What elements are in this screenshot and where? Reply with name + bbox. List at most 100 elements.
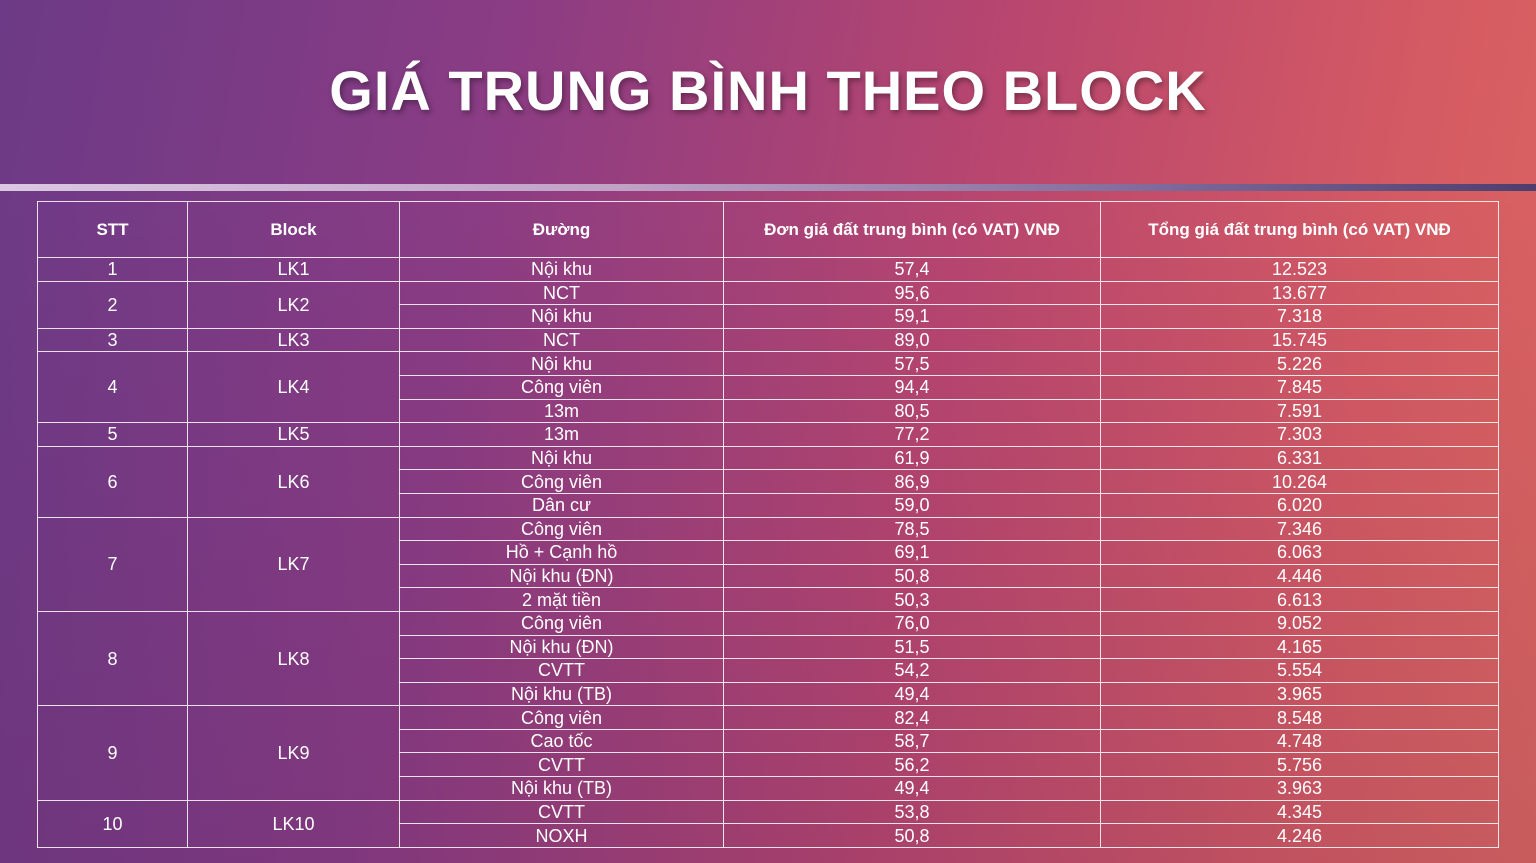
cell-street: 13m xyxy=(399,422,724,447)
cell-street: Nội khu (TB) xyxy=(399,776,724,801)
table-row: 10 LK10 CVTT 53,8 4.345 xyxy=(37,799,1499,848)
table-row: 9 LK9 Công viên 82,4 8.548 xyxy=(37,705,1499,801)
table-body: 1 LK1 Nội khu 57,4 12.523 2 LK2 NCT 95,6 13.677 Nộ… xyxy=(37,257,1499,848)
cell-street: NCT xyxy=(399,327,724,353)
cell-street: Nội khu xyxy=(399,304,724,329)
cell-unit-price: 94,4 xyxy=(723,374,1101,400)
cell-unit-price: 50,3 xyxy=(723,587,1101,612)
cell-unit-price: 78,5 xyxy=(723,516,1101,542)
table-row: Cao tốc 58,7 4.748 xyxy=(38,728,1499,754)
cell-total-price: 6.020 xyxy=(1100,492,1499,518)
cell-stt: 8 xyxy=(37,610,188,707)
cell-unit-price: 49,4 xyxy=(723,681,1101,707)
cell-total-price: 4.748 xyxy=(1100,728,1499,754)
cell-block: LK6 xyxy=(187,445,400,518)
cell-street: Công viên xyxy=(399,374,724,400)
table-row: Nội khu (ĐN) 50,8 4.446 xyxy=(38,563,1499,589)
cell-unit-price: 76,0 xyxy=(723,610,1101,636)
cell-unit-price: 59,0 xyxy=(723,492,1101,518)
cell-total-price: 3.963 xyxy=(1100,776,1499,801)
cell-street: NCT xyxy=(399,280,724,306)
cell-street: Hồ + Cạnh hồ xyxy=(399,540,724,565)
cell-stt: 3 xyxy=(37,327,188,353)
cell-stt: 2 xyxy=(37,280,188,329)
cell-stt: 9 xyxy=(37,705,188,801)
cell-total-price: 4.345 xyxy=(1100,799,1499,825)
table-row: Công viên 94,4 7.845 xyxy=(38,374,1499,400)
table-row: Hồ + Cạnh hồ 69,1 6.063 xyxy=(38,540,1499,565)
header-block: Block xyxy=(187,201,400,258)
cell-unit-price: 57,4 xyxy=(723,257,1101,282)
cell-total-price: 7.318 xyxy=(1100,304,1499,329)
cell-total-price: 4.246 xyxy=(1100,823,1499,848)
cell-total-price: 12.523 xyxy=(1100,257,1499,282)
cell-unit-price: 86,9 xyxy=(723,469,1101,494)
cell-street: Công viên xyxy=(399,469,724,494)
table-row: Công viên 86,9 10.264 xyxy=(38,469,1499,494)
cell-total-price: 5.226 xyxy=(1100,351,1499,376)
cell-total-price: 4.165 xyxy=(1100,634,1499,660)
cell-total-price: 8.548 xyxy=(1100,705,1499,730)
cell-stt: 5 xyxy=(37,422,188,447)
cell-block: LK10 xyxy=(187,799,400,848)
table-row: Nội khu 59,1 7.318 xyxy=(38,304,1499,329)
cell-street: Nội khu (ĐN) xyxy=(399,563,724,589)
cell-total-price: 15.745 xyxy=(1100,327,1499,353)
cell-unit-price: 59,1 xyxy=(723,304,1101,329)
cell-street: CVTT xyxy=(399,799,724,825)
header-total-price: Tổng giá đất trung bình (có VAT) VNĐ xyxy=(1100,201,1499,258)
cell-stt: 6 xyxy=(37,445,188,518)
cell-total-price: 7.591 xyxy=(1100,398,1499,424)
cell-unit-price: 50,8 xyxy=(723,823,1101,848)
table-row: Nội khu (TB) 49,4 3.963 xyxy=(38,776,1499,801)
cell-total-price: 5.756 xyxy=(1100,752,1499,778)
price-table: STT Block Đường Đơn giá đất trung bình (… xyxy=(37,201,1499,848)
cell-unit-price: 49,4 xyxy=(723,776,1101,801)
cell-unit-price: 89,0 xyxy=(723,327,1101,353)
cell-street: Công viên xyxy=(399,705,724,730)
cell-unit-price: 58,7 xyxy=(723,728,1101,754)
cell-unit-price: 51,5 xyxy=(723,634,1101,660)
cell-block: LK9 xyxy=(187,705,400,801)
cell-street: Nội khu (ĐN) xyxy=(399,634,724,660)
cell-block: LK7 xyxy=(187,516,400,612)
cell-stt: 1 xyxy=(37,257,188,282)
table-row: 2 mặt tiền 50,3 6.613 xyxy=(38,587,1499,612)
cell-street: 2 mặt tiền xyxy=(399,587,724,612)
cell-total-price: 3.965 xyxy=(1100,681,1499,707)
cell-unit-price: 50,8 xyxy=(723,563,1101,589)
table-row: 6 LK6 Nội khu 61,9 6.331 xyxy=(37,445,1499,518)
cell-block: LK2 xyxy=(187,280,400,329)
cell-stt: 10 xyxy=(37,799,188,848)
table-row: 1 LK1 Nội khu 57,4 12.523 xyxy=(37,257,1499,282)
table-row: NOXH 50,8 4.246 xyxy=(38,823,1499,848)
title-divider xyxy=(0,184,1536,191)
cell-total-price: 9.052 xyxy=(1100,610,1499,636)
header-stt: STT xyxy=(37,201,188,258)
cell-street: Công viên xyxy=(399,610,724,636)
cell-total-price: 4.446 xyxy=(1100,563,1499,589)
cell-unit-price: 77,2 xyxy=(723,422,1101,447)
table-row: 3 LK3 NCT 89,0 15.745 xyxy=(37,327,1499,353)
header-unit-price: Đơn giá đất trung bình (có VAT) VNĐ xyxy=(723,201,1101,258)
page-title: GIÁ TRUNG BÌNH THEO BLOCK xyxy=(329,59,1207,122)
cell-block: LK1 xyxy=(187,257,400,282)
cell-stt: 4 xyxy=(37,351,188,424)
cell-block: LK8 xyxy=(187,610,400,707)
cell-unit-price: 82,4 xyxy=(723,705,1101,730)
table-row: 2 LK2 NCT 95,6 13.677 xyxy=(37,280,1499,329)
cell-street: CVTT xyxy=(399,752,724,778)
cell-unit-price: 57,5 xyxy=(723,351,1101,376)
cell-total-price: 6.613 xyxy=(1100,587,1499,612)
cell-street: NOXH xyxy=(399,823,724,848)
cell-total-price: 6.331 xyxy=(1100,445,1499,471)
cell-street: Cao tốc xyxy=(399,728,724,754)
cell-street: CVTT xyxy=(399,658,724,683)
cell-block: LK3 xyxy=(187,327,400,353)
cell-street: Nội khu (TB) xyxy=(399,681,724,707)
cell-unit-price: 69,1 xyxy=(723,540,1101,565)
cell-street: Nội khu xyxy=(399,445,724,471)
cell-unit-price: 56,2 xyxy=(723,752,1101,778)
cell-street: Nội khu xyxy=(399,351,724,376)
cell-block: LK4 xyxy=(187,351,400,424)
